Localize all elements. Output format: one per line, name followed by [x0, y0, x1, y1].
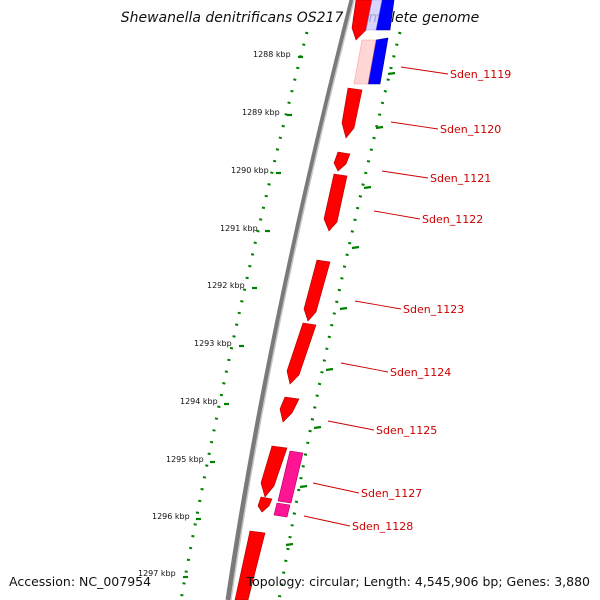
kbp-labels: 1288 kbp 1289 kbp 1290 kbp 1291 kbp 1292…	[138, 50, 291, 578]
gene-label-sden-1125: Sden_1125	[376, 424, 437, 437]
gene-arrow	[323, 173, 348, 232]
gene-highlight	[353, 39, 377, 85]
inner-ruler	[179, 31, 309, 600]
genome-summary-text: Topology: circular; Length: 4,545,906 bp…	[246, 574, 590, 589]
gene-label-sden-1124: Sden_1124	[390, 366, 451, 379]
outer-ruler	[277, 31, 402, 600]
gene-label-sden-1123: Sden_1123	[403, 303, 464, 316]
gene-arrow	[277, 450, 304, 504]
gene-arrow	[234, 530, 266, 600]
gene-arrow	[260, 445, 288, 498]
gene-arrow	[341, 87, 363, 139]
gene-highlight	[365, 0, 383, 31]
gene-labels[interactable]: Sden_1119 Sden_1120 Sden_1121 Sden_1122 …	[352, 68, 511, 533]
gene-label-sden-1120: Sden_1120	[440, 123, 501, 136]
gene-arrow	[257, 496, 273, 513]
gene-label-sden-1119: Sden_1119	[450, 68, 511, 81]
kbp-label-1293: 1293 kbp	[194, 339, 232, 348]
kbp-label-1297: 1297 kbp	[138, 569, 176, 578]
kbp-label-1289: 1289 kbp	[242, 108, 280, 117]
gene-label-sden-1127: Sden_1127	[361, 487, 422, 500]
kbp-label-1288: 1288 kbp	[253, 50, 291, 59]
label-leader-lines	[303, 66, 449, 527]
gene-arrow	[303, 259, 331, 322]
kbp-label-1295: 1295 kbp	[166, 455, 204, 464]
gene-arrow	[351, 0, 373, 41]
kbp-label-1296: 1296 kbp	[152, 512, 190, 521]
gene-label-sden-1121: Sden_1121	[430, 172, 491, 185]
gene-arrow	[279, 396, 300, 423]
kbp-label-1291: 1291 kbp	[220, 224, 258, 233]
accession-text: Accession: NC_007954	[9, 574, 152, 589]
gene-label-sden-1128: Sden_1128	[352, 520, 413, 533]
reverse-genes[interactable]	[353, 0, 395, 85]
gene-label-sden-1122: Sden_1122	[422, 213, 483, 226]
kbp-label-1292: 1292 kbp	[207, 281, 245, 290]
gene-arrow	[286, 322, 317, 385]
genome-backbone	[225, 0, 355, 600]
gene-arrow	[273, 502, 291, 518]
gene-arrow	[333, 151, 351, 172]
outer-ruler-ticks	[285, 71, 396, 547]
kbp-label-1290: 1290 kbp	[231, 166, 269, 175]
kbp-label-1294: 1294 kbp	[180, 397, 218, 406]
kbp-major-ticks	[183, 55, 303, 579]
forward-genes[interactable]	[234, 0, 373, 600]
rna-genes[interactable]	[273, 450, 304, 518]
